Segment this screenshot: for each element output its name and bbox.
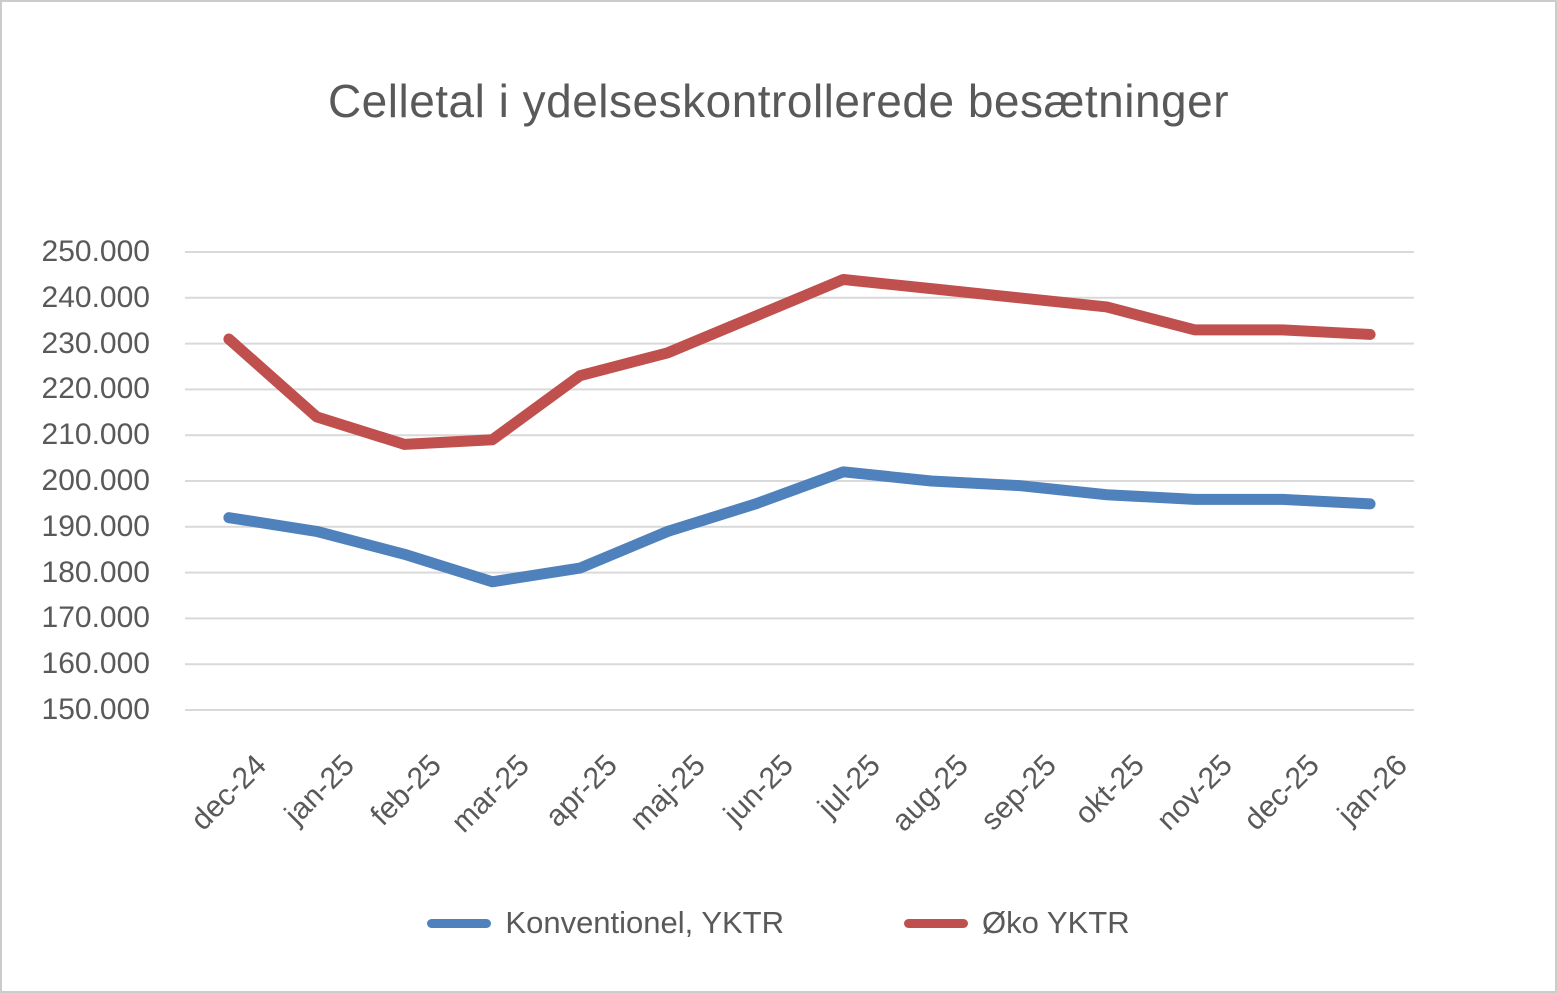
y-axis-tick-label: 150.000 (41, 693, 150, 726)
y-axis-tick-label: 200.000 (41, 464, 150, 497)
y-axis-tick-label: 240.000 (41, 280, 150, 314)
series-line-0 (223, 466, 1376, 588)
legend-label-konventionel: Konventionel, YKTR (505, 905, 784, 940)
legend-item-oko: Øko YKTR (904, 905, 1130, 941)
legend-item-konventionel: Konventionel, YKTR (427, 905, 784, 941)
series-line-1 (223, 273, 1376, 450)
y-axis-tick-label: 170.000 (41, 601, 150, 635)
y-axis-tick-label: 210.000 (41, 418, 150, 452)
y-axis-tick-label: 190.000 (41, 509, 150, 543)
legend-swatch-oko (904, 918, 968, 928)
legend-swatch-konventionel (427, 918, 492, 928)
chart-title: Celletal i ydelseskontrollerede besætnin… (327, 75, 1230, 127)
y-axis-tick-label: 250.000 (41, 235, 150, 268)
y-axis-tick-label: 230.000 (41, 326, 150, 360)
legend-label-oko: Øko YKTR (982, 905, 1130, 940)
y-axis-tick-label: 160.000 (41, 647, 150, 681)
y-axis-tick-label: 180.000 (41, 555, 150, 589)
legend: Konventionel, YKTR Øko YKTR (2, 905, 1555, 941)
y-axis-tick-label: 220.000 (41, 372, 150, 406)
